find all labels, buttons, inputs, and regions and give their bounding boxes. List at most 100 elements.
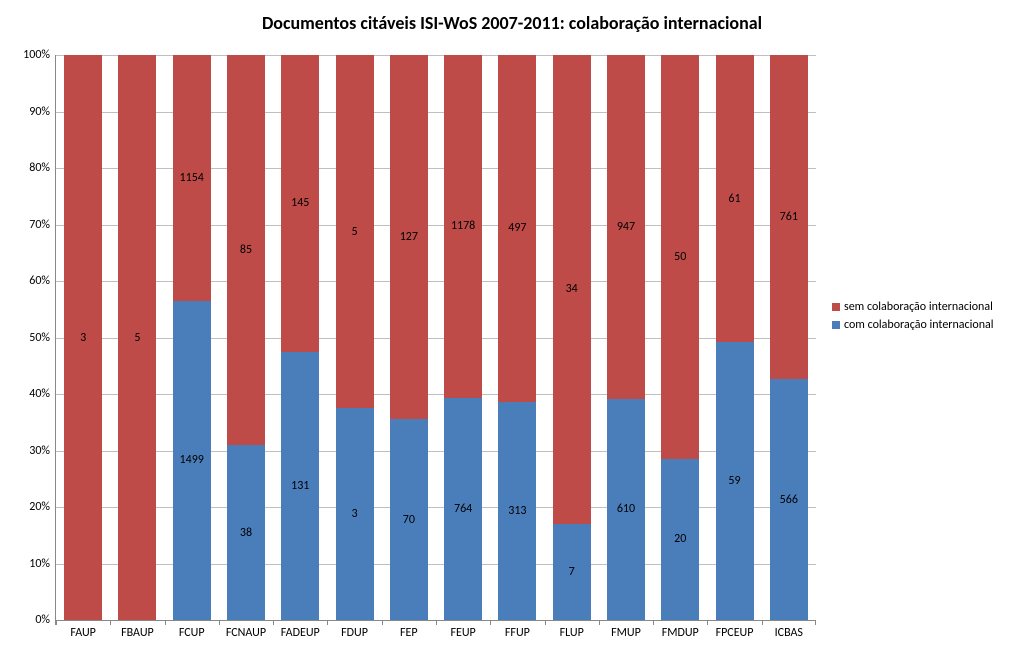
bar: 35 [336, 55, 374, 620]
x-axis-label: FADEUP [281, 626, 320, 640]
bar-segment-com: 3 [336, 408, 374, 620]
bar-slot: 14991154FCUP [165, 55, 219, 620]
bar-segment-sem: 3 [64, 55, 102, 620]
bars-row: 03FAUP05FBAUP14991154FCUP3885FCNAUP13114… [56, 55, 816, 620]
x-tick-mark [165, 620, 166, 625]
data-label: 497 [508, 221, 526, 235]
y-tick-label: 60% [29, 274, 50, 288]
bar: 2050 [661, 55, 699, 620]
data-label: 764 [454, 502, 472, 516]
bar-slot: 734FLUP [545, 55, 599, 620]
y-tick-label: 0% [35, 613, 50, 627]
x-axis-label: FAUP [70, 626, 96, 640]
bar-segment-com: 131 [281, 352, 319, 620]
x-axis-label: ICBAS [775, 626, 803, 640]
y-tick-label: 20% [29, 500, 50, 514]
bar: 70 127 [390, 55, 428, 620]
data-label: 761 [780, 210, 798, 224]
bar-slot: 3885FCNAUP [219, 55, 273, 620]
data-label: 61 [728, 192, 740, 206]
bar-slot: 03FAUP [56, 55, 110, 620]
x-axis-label: FEUP [450, 626, 475, 640]
data-label: 566 [780, 493, 798, 507]
bar-segment-sem: 145 [281, 55, 319, 352]
bar-slot: 7641178FEUP [436, 55, 490, 620]
x-axis-label: FMDUP [662, 626, 699, 640]
plot-area: 0%10%20%30%40%50%60%70%80%90%100%03FAUP0… [55, 55, 816, 621]
data-label: 5 [134, 331, 140, 345]
x-tick-mark [436, 620, 437, 625]
bar-segment-com: 566 [770, 379, 808, 620]
bar-segment-sem: 127 [390, 55, 428, 419]
bar-slot: 2050FMDUP [653, 55, 707, 620]
x-tick-mark [815, 620, 816, 625]
legend: sem colaboração internacional com colabor… [832, 300, 994, 332]
bar-segment-sem: 5 [336, 55, 374, 408]
bar-segment-sem: 34 [553, 55, 591, 524]
x-tick-mark [110, 620, 111, 625]
bar-slot: 131145FADEUP [273, 55, 327, 620]
bar-slot: 05FBAUP [110, 55, 164, 620]
bar-segment-com: 59 [716, 342, 754, 620]
bar-segment-com: 313 [498, 402, 536, 620]
x-tick-mark [707, 620, 708, 625]
bar: 131 145 [281, 55, 319, 620]
bar: 313 497 [498, 55, 536, 620]
x-tick-mark [56, 620, 57, 625]
x-axis-label: FEP [400, 626, 418, 640]
data-label: 7 [569, 565, 575, 579]
x-tick-mark [545, 620, 546, 625]
bar-segment-sem: 50 [661, 55, 699, 459]
data-label: 5 [352, 225, 358, 239]
data-label: 1154 [180, 171, 204, 185]
legend-item-com: com colaboração internacional [832, 318, 994, 332]
bar: 610947 [607, 55, 645, 620]
bar-segment-com: 7 [553, 524, 591, 620]
bar: 38 85 [227, 55, 265, 620]
bar-segment-sem: 61 [716, 55, 754, 342]
bar: 03 [64, 55, 102, 620]
x-tick-mark [219, 620, 220, 625]
x-tick-mark [599, 620, 600, 625]
bar-segment-sem: 947 [607, 55, 645, 399]
x-axis-label: FLUP [560, 626, 584, 640]
bar-segment-sem: 85 [227, 55, 265, 445]
y-tick-label: 40% [29, 387, 50, 401]
bar-segment-com: 70 [390, 419, 428, 620]
data-label: 947 [617, 220, 635, 234]
y-tick-label: 90% [29, 105, 50, 119]
bar-slot: 610947FMUP [599, 55, 653, 620]
bar: 7 34 [553, 55, 591, 620]
bar-slot: 566761ICBAS [762, 55, 816, 620]
bar: 14991154 [173, 55, 211, 620]
y-tick-label: 100% [23, 48, 50, 62]
data-label: 3 [352, 507, 358, 521]
x-axis-label: FCUP [179, 626, 205, 640]
x-axis-label: FPCEUP [716, 626, 754, 640]
x-axis-label: FDUP [341, 626, 368, 640]
data-label: 85 [240, 243, 252, 257]
x-axis-label: FCNAUP [226, 626, 266, 640]
bar-segment-com: 764 [444, 398, 482, 620]
x-axis-label: FFUP [505, 626, 530, 640]
x-tick-mark [327, 620, 328, 625]
chart-container: Documentos citáveis ISI-WoS 2007-2011: c… [0, 0, 1024, 670]
x-tick-mark [382, 620, 383, 625]
bar: 59 61 [716, 55, 754, 620]
data-label: 70 [403, 513, 415, 527]
x-axis-label: FBAUP [121, 626, 154, 640]
legend-swatch [832, 321, 840, 329]
data-label: 50 [674, 250, 686, 264]
x-axis-label: FMUP [611, 626, 641, 640]
bar: 566 761 [770, 55, 808, 620]
bar-segment-sem: 1178 [444, 55, 482, 398]
data-label: 38 [240, 526, 252, 540]
y-tick-label: 80% [29, 161, 50, 175]
bar-segment-sem: 5 [118, 55, 156, 620]
data-label: 145 [291, 196, 309, 210]
data-label: 1178 [451, 219, 475, 233]
legend-label: sem colaboração internacional [844, 300, 993, 314]
legend-swatch [832, 303, 840, 311]
bar-segment-sem: 761 [770, 55, 808, 379]
bar-segment-sem: 1154 [173, 55, 211, 301]
